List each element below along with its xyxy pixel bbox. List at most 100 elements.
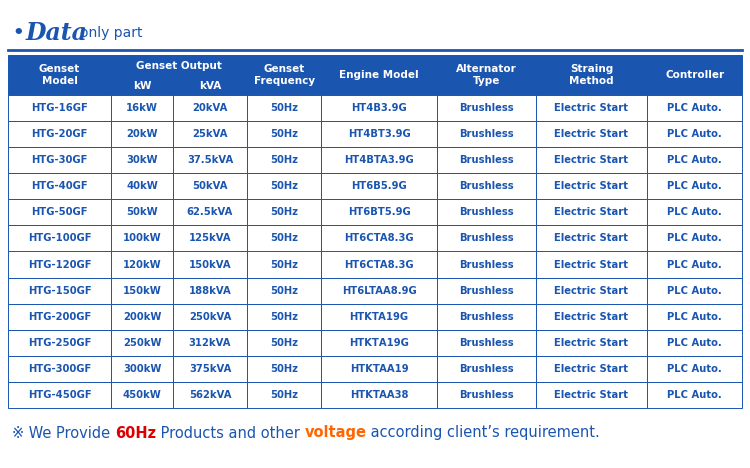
Text: 450kW: 450kW	[123, 390, 161, 400]
Bar	[248, 356, 322, 382]
Bar	[8, 382, 111, 408]
Bar	[436, 55, 536, 95]
Text: Data: Data	[26, 21, 88, 45]
Bar	[8, 199, 111, 226]
Text: 50Hz: 50Hz	[270, 207, 298, 217]
Bar	[173, 330, 248, 356]
Bar	[248, 199, 322, 226]
Bar	[436, 304, 536, 330]
Text: kVA: kVA	[199, 81, 221, 91]
Text: kW: kW	[133, 81, 152, 91]
Bar	[322, 95, 436, 121]
Text: 125kVA: 125kVA	[189, 234, 231, 243]
Bar	[647, 173, 742, 199]
Bar	[647, 330, 742, 356]
Bar	[8, 356, 111, 382]
Bar	[436, 147, 536, 173]
Text: Brushless: Brushless	[459, 364, 514, 374]
Bar	[536, 356, 647, 382]
Text: Electric Start: Electric Start	[554, 103, 628, 113]
Bar	[173, 95, 248, 121]
Text: HT4BT3.9G: HT4BT3.9G	[348, 129, 410, 139]
Text: 20kVA: 20kVA	[192, 103, 228, 113]
Bar	[436, 356, 536, 382]
Bar	[322, 199, 436, 226]
Bar	[111, 55, 248, 77]
Bar	[173, 199, 248, 226]
Text: Alternator
Type: Alternator Type	[456, 64, 517, 86]
Text: ※ We Provide: ※ We Provide	[12, 425, 115, 440]
Text: Electric Start: Electric Start	[554, 234, 628, 243]
Text: HTG-300GF: HTG-300GF	[28, 364, 92, 374]
Text: PLC Auto.: PLC Auto.	[668, 103, 722, 113]
Bar	[647, 147, 742, 173]
Bar	[647, 121, 742, 147]
Bar	[8, 55, 111, 95]
Bar	[536, 55, 647, 95]
Text: PLC Auto.: PLC Auto.	[668, 285, 722, 296]
Bar	[248, 173, 322, 199]
Bar	[173, 147, 248, 173]
Text: Genset Output: Genset Output	[136, 61, 222, 71]
Text: 50Hz: 50Hz	[270, 338, 298, 348]
Text: HT6BT5.9G: HT6BT5.9G	[348, 207, 410, 217]
Bar	[111, 121, 173, 147]
Bar	[111, 278, 173, 304]
Text: HTG-150GF: HTG-150GF	[28, 285, 92, 296]
Text: Brushless: Brushless	[459, 129, 514, 139]
Text: Engine Model: Engine Model	[339, 70, 419, 80]
Text: HTG-250GF: HTG-250GF	[28, 338, 92, 348]
Bar	[436, 278, 536, 304]
Text: PLC Auto.: PLC Auto.	[668, 234, 722, 243]
Text: Electric Start: Electric Start	[554, 155, 628, 165]
Bar	[8, 173, 111, 199]
Bar	[248, 304, 322, 330]
Text: HTG-120GF: HTG-120GF	[28, 260, 92, 270]
Text: PLC Auto.: PLC Auto.	[668, 260, 722, 270]
Bar	[111, 199, 173, 226]
Text: 50Hz: 50Hz	[270, 364, 298, 374]
Text: Products and other: Products and other	[156, 425, 304, 440]
Text: voltage: voltage	[304, 425, 366, 440]
Bar	[647, 356, 742, 382]
Text: 150kVA: 150kVA	[189, 260, 231, 270]
Bar	[8, 304, 111, 330]
Bar	[111, 382, 173, 408]
Bar	[322, 382, 436, 408]
Bar	[536, 382, 647, 408]
Text: HTG-16GF: HTG-16GF	[32, 103, 88, 113]
Bar	[8, 226, 111, 251]
Text: HTG-40GF: HTG-40GF	[32, 181, 88, 191]
Text: HT6CTA8.3G: HT6CTA8.3G	[344, 260, 414, 270]
Bar	[248, 382, 322, 408]
Text: 16kW: 16kW	[126, 103, 158, 113]
Bar	[111, 330, 173, 356]
Bar	[536, 278, 647, 304]
Bar	[536, 121, 647, 147]
Text: PLC Auto.: PLC Auto.	[668, 129, 722, 139]
Text: Electric Start: Electric Start	[554, 285, 628, 296]
Text: PLC Auto.: PLC Auto.	[668, 390, 722, 400]
Text: HTKTAA38: HTKTAA38	[350, 390, 408, 400]
Bar	[536, 251, 647, 278]
Text: HTG-100GF: HTG-100GF	[28, 234, 92, 243]
Text: PLC Auto.: PLC Auto.	[668, 364, 722, 374]
Text: 50kVA: 50kVA	[192, 181, 228, 191]
Bar	[248, 121, 322, 147]
Bar	[436, 330, 536, 356]
Text: Brushless: Brushless	[459, 285, 514, 296]
Bar	[173, 173, 248, 199]
Text: 50Hz: 50Hz	[270, 181, 298, 191]
Text: Controller: Controller	[665, 70, 724, 80]
Bar	[647, 304, 742, 330]
Bar	[647, 55, 742, 95]
Bar	[536, 304, 647, 330]
Text: 300kW: 300kW	[123, 364, 161, 374]
Bar	[248, 95, 322, 121]
Bar	[8, 251, 111, 278]
Bar	[436, 95, 536, 121]
Bar	[248, 330, 322, 356]
Text: 100kW: 100kW	[123, 234, 161, 243]
Bar	[536, 226, 647, 251]
Bar	[8, 121, 111, 147]
